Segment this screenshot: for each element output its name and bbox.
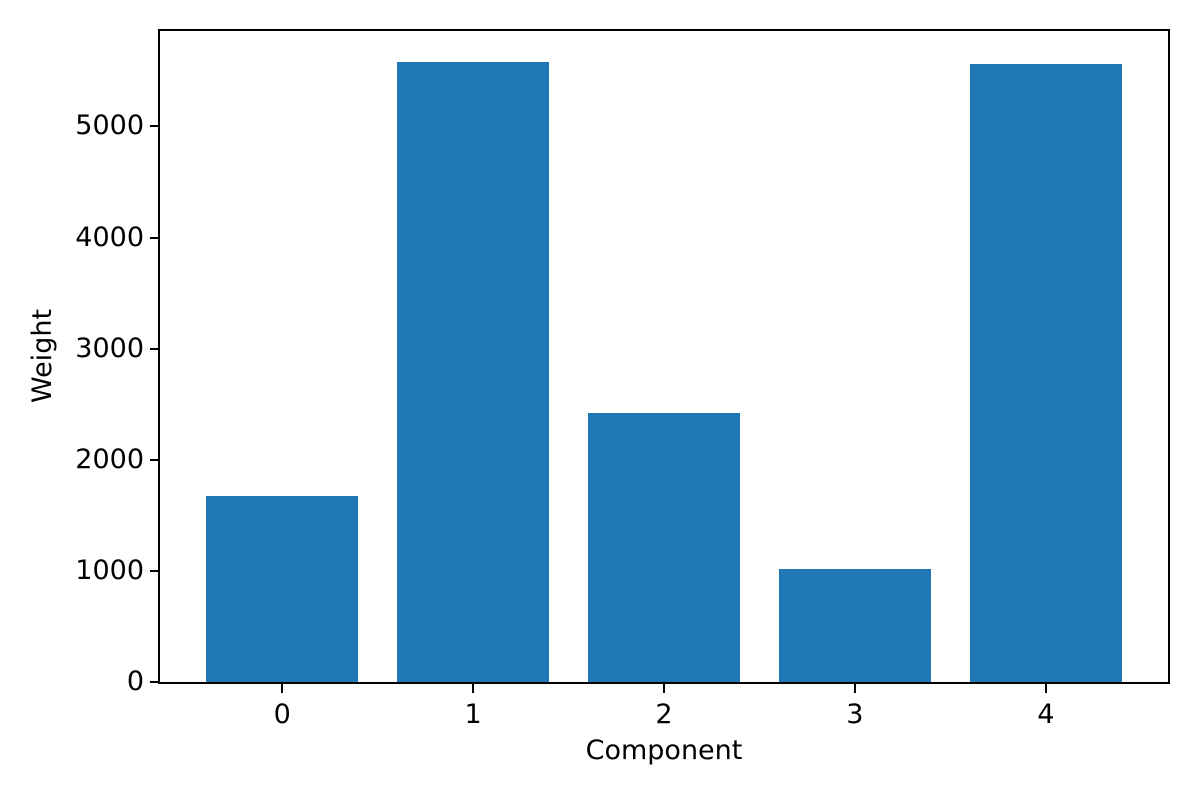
y-tick-label-4000: 4000: [75, 221, 144, 253]
y-tick-label-5000: 5000: [75, 110, 144, 142]
bar-component-1: [396, 62, 550, 682]
x-tick-mark-1: [472, 684, 475, 693]
x-tick-label-3: 3: [846, 699, 864, 730]
y-tick-mark-0: [150, 681, 158, 683]
y-tick-mark-4000: [150, 236, 158, 239]
y-tick-mark-5000: [150, 125, 158, 128]
y-tick-mark-1000: [150, 569, 158, 572]
x-tick-mark-3: [853, 684, 856, 693]
x-tick-mark-0: [281, 684, 284, 693]
bar-component-0: [205, 496, 359, 682]
x-tick-mark-2: [663, 684, 665, 693]
y-tick-mark-2000: [150, 458, 158, 461]
x-tick-label-0: 0: [273, 699, 291, 730]
y-tick-label-2000: 2000: [75, 443, 144, 475]
x-axis-label: Component: [585, 735, 743, 766]
x-tick-label-2: 2: [655, 699, 673, 730]
y-tick-mark-3000: [150, 347, 158, 350]
y-tick-label-3000: 3000: [75, 332, 144, 364]
bar-component-4: [969, 64, 1123, 682]
y-tick-label-1000: 1000: [75, 554, 144, 586]
bar-component-2: [587, 413, 741, 682]
x-tick-label-4: 4: [1037, 699, 1055, 730]
bar-component-3: [778, 569, 932, 682]
plot-area: Weight Component 0 1000 2000 3000 4000 5000 0 1…: [27, 29, 1170, 766]
y-tick-label-0: 0: [126, 666, 144, 697]
x-tick-mark-4: [1044, 684, 1047, 693]
x-tick-label-1: 1: [464, 699, 482, 730]
